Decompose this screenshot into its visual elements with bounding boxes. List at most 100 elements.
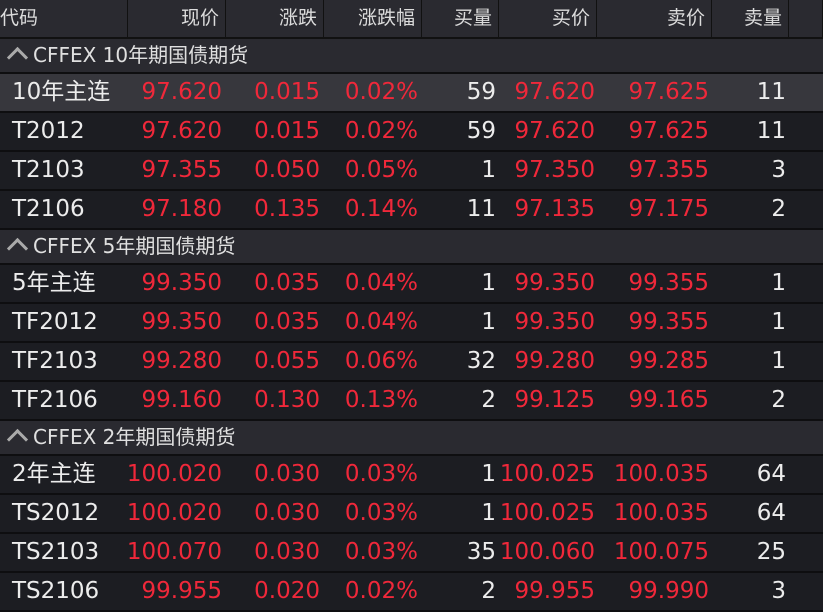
cell-ask: 99.990 (628, 578, 709, 604)
table-row[interactable]: TS2103 100.070 0.030 0.03% 35 100.060 100.075 2… (0, 534, 823, 573)
column-header-ask[interactable]: 卖价 (597, 0, 712, 37)
cell-ask: 100.075 (613, 539, 709, 565)
cell-code: TF2106 (12, 387, 98, 413)
cell-code: TS2012 (12, 500, 100, 526)
cell-bid-vol: 1 (481, 309, 496, 335)
cell-bid: 97.350 (514, 157, 595, 183)
cell-bid-vol: 1 (481, 270, 496, 296)
cell-bid: 99.350 (514, 309, 595, 335)
cell-change-pct: 0.02% (344, 118, 418, 144)
column-header-change[interactable]: 涨跌 (226, 0, 324, 37)
quote-table: CFFEX 10年期国债期货 10年主连 97.620 0.015 0.02% 59 97.… (0, 39, 823, 612)
cell-ask-vol: 64 (756, 461, 786, 487)
cell-change: 0.030 (254, 461, 320, 487)
chevron-up-icon[interactable] (6, 46, 29, 69)
cell-ask: 97.625 (628, 118, 709, 144)
cell-change-pct: 0.02% (344, 578, 418, 604)
table-row[interactable]: TS2106 99.955 0.020 0.02% 2 99.955 99.990 3 (0, 573, 823, 612)
table-row[interactable]: 2年主连 100.020 0.030 0.03% 1 100.025 100.035 64 (0, 456, 823, 495)
table-row[interactable]: T2106 97.180 0.135 0.14% 11 97.135 97.175 2 (0, 191, 823, 230)
cell-code: 10年主连 (12, 79, 111, 105)
table-header: 代码 现价 涨跌 涨跌幅 买量 买价 卖价 卖量 (0, 0, 823, 39)
cell-ask: 97.355 (628, 157, 709, 183)
cell-change-pct: 0.03% (344, 461, 418, 487)
column-header-bid-vol[interactable]: 买量 (422, 0, 499, 37)
column-header-price[interactable]: 现价 (128, 0, 226, 37)
cell-bid: 100.060 (499, 539, 595, 565)
table-row[interactable]: TS2012 100.020 0.030 0.03% 1 100.025 100.035 64 (0, 495, 823, 534)
cell-ask-vol: 2 (771, 196, 786, 222)
cell-ask-vol: 3 (771, 157, 786, 183)
cell-code: TS2103 (12, 539, 100, 565)
cell-ask-vol: 11 (756, 118, 786, 144)
column-header-code[interactable]: 代码 (0, 0, 128, 37)
cell-change: 0.015 (254, 118, 320, 144)
cell-change: 0.020 (254, 578, 320, 604)
cell-change-pct: 0.06% (344, 348, 418, 374)
cell-code: T2012 (12, 118, 85, 144)
table-row[interactable]: T2012 97.620 0.015 0.02% 59 97.620 97.625 11 (0, 113, 823, 152)
cell-bid-vol: 1 (481, 461, 496, 487)
chevron-up-icon[interactable] (6, 237, 29, 260)
cell-ask: 100.035 (613, 461, 709, 487)
group-title: CFFEX 10年期国债期货 (33, 43, 249, 67)
cell-price: 97.620 (141, 79, 222, 105)
cell-bid: 99.955 (514, 578, 595, 604)
cell-bid: 99.350 (514, 270, 595, 296)
cell-change-pct: 0.02% (344, 79, 418, 105)
column-header-empty[interactable] (789, 0, 823, 37)
cell-ask: 100.035 (613, 500, 709, 526)
cell-ask: 97.625 (628, 79, 709, 105)
cell-change-pct: 0.05% (344, 157, 418, 183)
cell-change: 0.015 (254, 79, 320, 105)
cell-bid-vol: 11 (466, 196, 496, 222)
cell-ask-vol: 1 (771, 348, 786, 374)
table-row[interactable]: 10年主连 97.620 0.015 0.02% 59 97.620 97.625 11 (0, 74, 823, 113)
cell-code: T2106 (12, 196, 85, 222)
cell-bid-vol: 59 (466, 79, 496, 105)
cell-price: 99.160 (141, 387, 222, 413)
column-header-bid[interactable]: 买价 (499, 0, 597, 37)
cell-ask-vol: 1 (771, 270, 786, 296)
cell-bid: 97.620 (514, 79, 595, 105)
cell-price: 99.280 (141, 348, 222, 374)
cell-change-pct: 0.03% (344, 539, 418, 565)
cell-change: 0.135 (254, 196, 320, 222)
cell-bid-vol: 59 (466, 118, 496, 144)
table-row[interactable]: 5年主连 99.350 0.035 0.04% 1 99.350 99.355 1 (0, 265, 823, 304)
cell-bid-vol: 32 (466, 348, 496, 374)
table-row[interactable]: T2103 97.355 0.050 0.05% 1 97.350 97.355 3 (0, 152, 823, 191)
cell-change: 0.050 (254, 157, 320, 183)
column-header-change-pct[interactable]: 涨跌幅 (324, 0, 422, 37)
cell-price: 97.620 (141, 118, 222, 144)
cell-ask: 99.355 (628, 309, 709, 335)
cell-change: 0.030 (254, 539, 320, 565)
cell-change: 0.035 (254, 270, 320, 296)
group-header[interactable]: CFFEX 5年期国债期货 (0, 230, 823, 265)
cell-bid: 100.025 (499, 500, 595, 526)
cell-ask: 97.175 (628, 196, 709, 222)
cell-ask-vol: 3 (771, 578, 786, 604)
cell-code: 2年主连 (12, 461, 96, 487)
cell-price: 99.350 (141, 309, 222, 335)
cell-bid: 97.620 (514, 118, 595, 144)
cell-change-pct: 0.13% (344, 387, 418, 413)
cell-ask-vol: 11 (756, 79, 786, 105)
cell-bid-vol: 2 (481, 578, 496, 604)
cell-code: TS2106 (12, 578, 100, 604)
cell-price: 100.020 (126, 500, 222, 526)
table-row[interactable]: TF2106 99.160 0.130 0.13% 2 99.125 99.165 2 (0, 382, 823, 421)
cell-change: 0.030 (254, 500, 320, 526)
cell-price: 97.180 (141, 196, 222, 222)
table-row[interactable]: TF2012 99.350 0.035 0.04% 1 99.350 99.355 1 (0, 304, 823, 343)
table-row[interactable]: TF2103 99.280 0.055 0.06% 32 99.280 99.285 1 (0, 343, 823, 382)
chevron-up-icon[interactable] (6, 428, 29, 451)
group-header[interactable]: CFFEX 10年期国债期货 (0, 39, 823, 74)
group-header[interactable]: CFFEX 2年期国债期货 (0, 421, 823, 456)
cell-bid: 97.135 (514, 196, 595, 222)
cell-change: 0.055 (254, 348, 320, 374)
cell-code: TF2012 (12, 309, 98, 335)
column-header-ask-vol[interactable]: 卖量 (712, 0, 789, 37)
cell-price: 99.350 (141, 270, 222, 296)
cell-ask: 99.355 (628, 270, 709, 296)
